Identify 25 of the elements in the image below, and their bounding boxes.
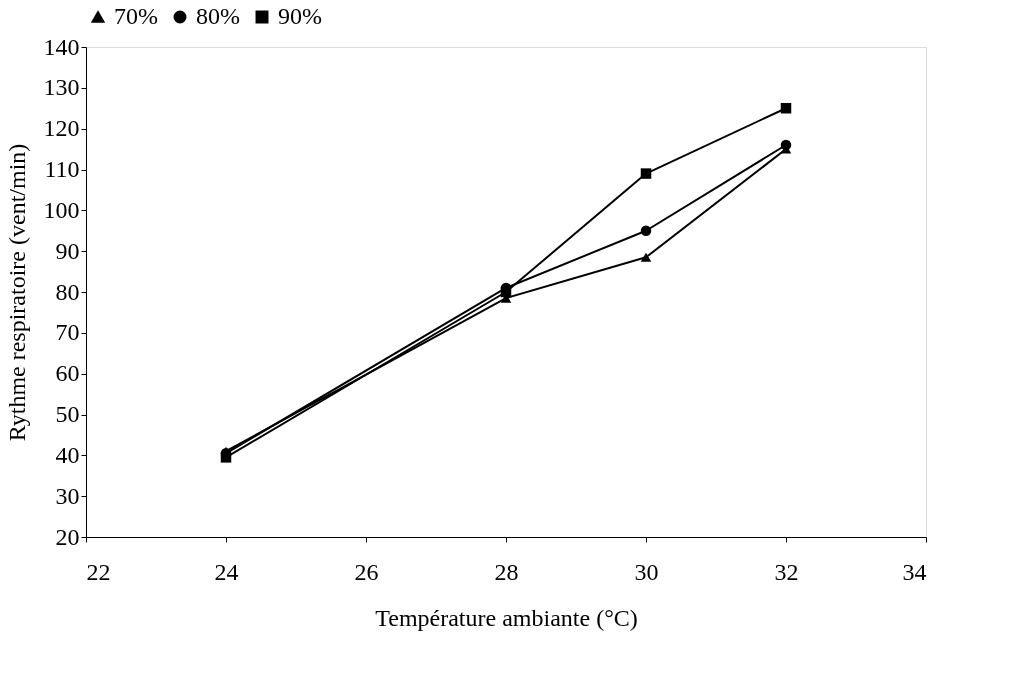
y-tick-label: 80 bbox=[55, 278, 80, 305]
x-tick-label: 24 bbox=[214, 558, 239, 585]
y-tick-label: 40 bbox=[55, 441, 80, 468]
y-tick-label: 100 bbox=[43, 196, 80, 223]
x-tick-label: 30 bbox=[634, 558, 659, 585]
y-tick-label: 110 bbox=[44, 156, 80, 182]
y-tick-label: 90 bbox=[55, 237, 80, 264]
y-tick-label: 20 bbox=[55, 523, 80, 550]
x-tick-label: 22 bbox=[86, 558, 111, 585]
x-tick-label: 32 bbox=[774, 558, 799, 585]
x-tick-label: 34 bbox=[902, 558, 927, 585]
y-tick-label: 50 bbox=[55, 401, 80, 427]
legend-label: 70% bbox=[114, 3, 158, 29]
y-tick-label: 70 bbox=[55, 319, 80, 346]
y-axis-title: Rythme respiratoire (vent/min) bbox=[3, 143, 30, 442]
y-tick-label: 30 bbox=[55, 482, 80, 509]
legend-label: 90% bbox=[278, 3, 322, 29]
x-tick-label: 28 bbox=[494, 558, 519, 585]
y-tick-label: 120 bbox=[43, 115, 80, 142]
x-axis-title: Température ambiante (°C) bbox=[375, 604, 638, 631]
legend-label: 80% bbox=[196, 3, 240, 29]
y-tick-label: 140 bbox=[43, 33, 80, 60]
y-tick-label: 60 bbox=[55, 360, 80, 387]
y-tick-label: 130 bbox=[43, 74, 80, 101]
x-tick-label: 26 bbox=[354, 558, 379, 585]
